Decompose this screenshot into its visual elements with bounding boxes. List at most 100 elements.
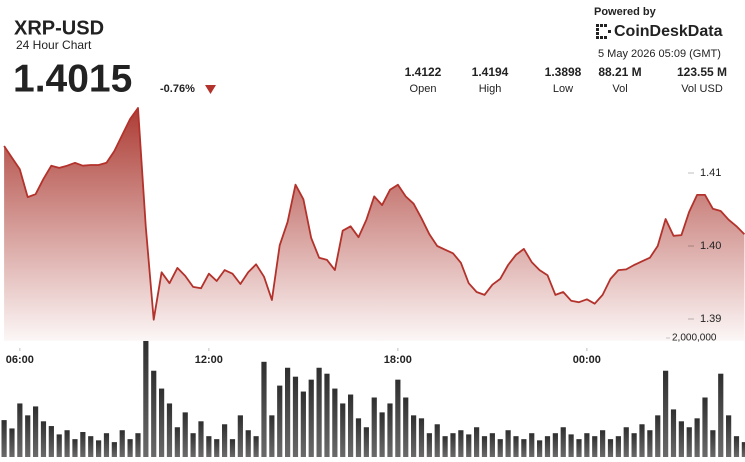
volume-bar xyxy=(600,430,606,457)
volume-bar xyxy=(363,427,369,457)
volume-bar xyxy=(592,436,598,457)
stat-label: Open xyxy=(410,83,437,95)
brand: CoinDeskData xyxy=(614,23,723,40)
stat-value: 1.4122 xyxy=(405,65,442,79)
y-tick-label: 1.39 xyxy=(700,313,721,325)
volume-bar xyxy=(474,427,480,457)
volume-bar xyxy=(647,430,653,457)
volume-bar xyxy=(340,403,346,457)
volume-bar xyxy=(308,379,314,457)
volume-bar xyxy=(584,433,590,457)
volume-bar xyxy=(733,436,740,457)
volume-bar xyxy=(710,430,716,457)
volume-bar xyxy=(411,415,417,457)
volume-bar xyxy=(395,379,401,457)
volume-bar xyxy=(214,439,220,457)
volume-bar xyxy=(103,433,110,457)
volume-bar xyxy=(269,415,275,457)
volume-bar xyxy=(466,434,472,457)
volume-bar xyxy=(623,427,629,457)
volume-bar xyxy=(655,415,661,457)
x-tick-label: 00:00 xyxy=(573,354,601,366)
price-area xyxy=(4,108,745,341)
change: -0.76% xyxy=(160,83,195,95)
volume-bar xyxy=(56,434,62,457)
volume-bar xyxy=(489,433,495,457)
volume-bar xyxy=(229,439,236,457)
x-tick-label: 06:00 xyxy=(6,354,34,366)
volume-bar xyxy=(537,440,543,457)
volume-bar xyxy=(32,406,39,457)
volume-bar xyxy=(576,439,582,457)
volume-bar xyxy=(418,418,425,457)
volume-bar xyxy=(300,391,306,457)
powered-by: Powered by xyxy=(594,6,657,18)
volume-bar xyxy=(316,367,322,457)
volume-bar xyxy=(741,442,745,457)
y-tick-label: 1.40 xyxy=(700,240,721,252)
volume-bar xyxy=(174,427,180,457)
volume-bar xyxy=(64,430,70,457)
volume-bar xyxy=(678,421,684,457)
volume-bar xyxy=(119,430,125,457)
volume-bar xyxy=(403,397,409,457)
volume-bar xyxy=(505,430,511,457)
volume-bar xyxy=(332,388,338,457)
stat-label: Vol USD xyxy=(681,83,723,95)
volume-bar xyxy=(631,433,637,457)
volume-bar xyxy=(166,403,173,457)
stat-label: High xyxy=(479,83,502,95)
volume-bar xyxy=(143,340,149,457)
volume-bar xyxy=(694,418,700,457)
volume-bar xyxy=(190,433,196,457)
stats: 1.4122 Open 1.4194 High 1.3898 Low 88.21 M Vol 1… xyxy=(405,65,727,95)
volume-bar xyxy=(521,439,527,457)
volume-bar xyxy=(670,409,677,457)
volume-bar xyxy=(25,415,31,457)
volume-bar xyxy=(497,439,503,457)
volume-bar xyxy=(72,439,78,457)
y2-tick-label: 2,000,000 xyxy=(672,333,717,344)
volume-bar xyxy=(17,403,23,457)
volume-bar xyxy=(222,424,228,457)
volume-bar xyxy=(9,428,15,457)
volume-bar xyxy=(371,397,377,457)
volume-bar xyxy=(261,361,267,457)
volume-bar xyxy=(348,394,354,457)
x-tick-label: 18:00 xyxy=(384,354,412,366)
volume-bar xyxy=(198,421,204,457)
stat-value: 123.55 M xyxy=(677,65,727,79)
down-arrow xyxy=(205,85,216,94)
volume-bar xyxy=(442,436,448,457)
volume-bar xyxy=(686,427,692,457)
volume-bar xyxy=(95,440,102,457)
stat-value: 88.21 M xyxy=(598,65,641,79)
subtitle: 24 Hour Chart xyxy=(16,38,92,52)
volume-bar xyxy=(40,421,47,457)
volume-bar xyxy=(253,436,259,457)
volume-bar xyxy=(245,430,251,457)
volume-bar xyxy=(607,439,614,457)
volume-bar xyxy=(355,418,362,457)
stat-label: Low xyxy=(553,83,573,95)
volume-bar xyxy=(324,373,330,457)
volume-bar xyxy=(387,403,393,457)
volume-bar xyxy=(702,397,708,457)
volume-bar xyxy=(615,436,621,457)
volume-bar xyxy=(127,439,133,457)
y-tick-label: 1.41 xyxy=(700,167,721,179)
volume-bar xyxy=(426,433,432,457)
volume-bar xyxy=(560,427,566,457)
stat-value: 1.3898 xyxy=(545,65,582,79)
volume-bar xyxy=(663,370,669,457)
stat-value: 1.4194 xyxy=(472,65,509,79)
volume-bar xyxy=(80,432,86,457)
volume-bar xyxy=(88,436,94,457)
brand-icon xyxy=(596,24,611,39)
volume-bar xyxy=(568,434,574,457)
volume-bar xyxy=(206,436,212,457)
x-tick-label: 12:00 xyxy=(195,354,223,366)
volume-bar xyxy=(434,424,440,457)
